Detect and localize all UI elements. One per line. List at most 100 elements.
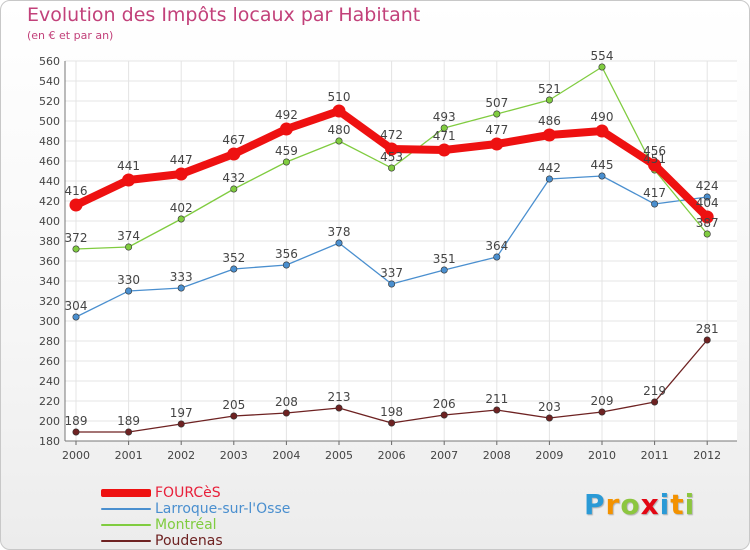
data-label: 402 bbox=[170, 201, 193, 215]
y-tick-label: 320 bbox=[39, 295, 60, 308]
data-point bbox=[703, 193, 711, 201]
logo-letter: P bbox=[584, 488, 606, 521]
data-point bbox=[545, 96, 553, 104]
data-point bbox=[651, 398, 659, 406]
data-point bbox=[282, 261, 290, 269]
legend-swatch bbox=[101, 524, 151, 526]
data-label: 442 bbox=[538, 161, 561, 175]
data-label: 372 bbox=[65, 231, 88, 245]
data-point bbox=[440, 411, 448, 419]
grid bbox=[65, 60, 737, 442]
data-point bbox=[335, 404, 343, 412]
x-tick-label: 2009 bbox=[535, 449, 563, 462]
data-point bbox=[230, 265, 238, 273]
y-tick-label: 200 bbox=[39, 415, 60, 428]
data-label: 471 bbox=[433, 129, 456, 143]
y-tick-label: 340 bbox=[39, 275, 60, 288]
data-label: 554 bbox=[591, 49, 614, 63]
y-tick-label: 220 bbox=[39, 395, 60, 408]
data-label: 206 bbox=[433, 397, 456, 411]
data-label: 203 bbox=[538, 400, 561, 414]
x-tick-label: 2011 bbox=[641, 449, 669, 462]
data-point bbox=[388, 419, 396, 427]
proxiti-logo: Proxiti bbox=[584, 488, 695, 521]
x-tick-label: 2001 bbox=[115, 449, 143, 462]
data-label: 453 bbox=[380, 150, 403, 164]
data-label: 486 bbox=[538, 114, 561, 128]
data-label: 378 bbox=[328, 225, 351, 239]
legend-swatch bbox=[101, 540, 151, 542]
y-tick-label: 360 bbox=[39, 255, 60, 268]
data-point bbox=[335, 137, 343, 145]
y-tick-label: 460 bbox=[39, 155, 60, 168]
legend-label: Poudenas bbox=[155, 533, 223, 549]
data-point bbox=[598, 63, 606, 71]
data-label: 333 bbox=[170, 270, 193, 284]
chart-title: Evolution des Impôts locaux par Habitant bbox=[27, 4, 421, 26]
data-label: 209 bbox=[591, 394, 614, 408]
x-tick-label: 2000 bbox=[62, 449, 90, 462]
y-tick-label: 260 bbox=[39, 355, 60, 368]
data-label: 208 bbox=[275, 395, 298, 409]
data-label: 364 bbox=[485, 239, 508, 253]
data-label: 205 bbox=[222, 398, 245, 412]
data-point bbox=[385, 142, 399, 156]
data-point bbox=[332, 104, 346, 118]
data-point bbox=[545, 175, 553, 183]
y-tick-label: 520 bbox=[39, 95, 60, 108]
series bbox=[69, 63, 714, 436]
data-label: 189 bbox=[117, 414, 140, 428]
chart-subtitle: (en € et par an) bbox=[27, 29, 114, 42]
data-label: 330 bbox=[117, 273, 140, 287]
data-label: 467 bbox=[222, 133, 245, 147]
x-tick-label: 2007 bbox=[430, 449, 458, 462]
data-point bbox=[72, 313, 80, 321]
data-label: 198 bbox=[380, 405, 403, 419]
data-point bbox=[177, 284, 185, 292]
data-label: 374 bbox=[117, 229, 140, 243]
y-tick-label: 400 bbox=[39, 215, 60, 228]
data-point bbox=[72, 245, 80, 253]
data-point bbox=[279, 122, 293, 136]
logo-letter: x bbox=[640, 488, 660, 521]
y-tick-label: 380 bbox=[39, 235, 60, 248]
logo-letter: i bbox=[684, 488, 696, 521]
y-tick-label: 540 bbox=[39, 75, 60, 88]
data-point bbox=[651, 200, 659, 208]
data-point bbox=[125, 243, 133, 251]
legend-label: Montréal bbox=[155, 517, 217, 533]
logo-letter: i bbox=[659, 488, 671, 521]
logo-letter: r bbox=[605, 488, 621, 521]
y-tick-label: 240 bbox=[39, 375, 60, 388]
data-label: 477 bbox=[485, 123, 508, 137]
data-point bbox=[598, 172, 606, 180]
data-label: 441 bbox=[117, 159, 140, 173]
data-point bbox=[230, 185, 238, 193]
data-point bbox=[440, 124, 448, 132]
data-point bbox=[125, 428, 133, 436]
data-label: 521 bbox=[538, 82, 561, 96]
data-label: 417 bbox=[643, 186, 666, 200]
data-label: 337 bbox=[380, 266, 403, 280]
data-point bbox=[703, 336, 711, 344]
y-tick-label: 560 bbox=[39, 55, 60, 68]
x-tick-label: 2005 bbox=[325, 449, 353, 462]
data-point bbox=[388, 164, 396, 172]
data-label: 447 bbox=[170, 153, 193, 167]
data-point bbox=[598, 408, 606, 416]
data-point bbox=[493, 406, 501, 414]
data-label: 281 bbox=[696, 322, 719, 336]
legend-swatch bbox=[101, 489, 151, 497]
data-point bbox=[227, 147, 241, 161]
data-point bbox=[174, 167, 188, 181]
data-point bbox=[282, 409, 290, 417]
data-point bbox=[700, 210, 714, 224]
data-label: 189 bbox=[65, 414, 88, 428]
data-label: 480 bbox=[328, 123, 351, 137]
data-label: 493 bbox=[433, 110, 456, 124]
x-tick-label: 2008 bbox=[483, 449, 511, 462]
data-label: 445 bbox=[591, 158, 614, 172]
data-label: 510 bbox=[328, 90, 351, 104]
data-point bbox=[177, 420, 185, 428]
data-point bbox=[648, 158, 662, 172]
